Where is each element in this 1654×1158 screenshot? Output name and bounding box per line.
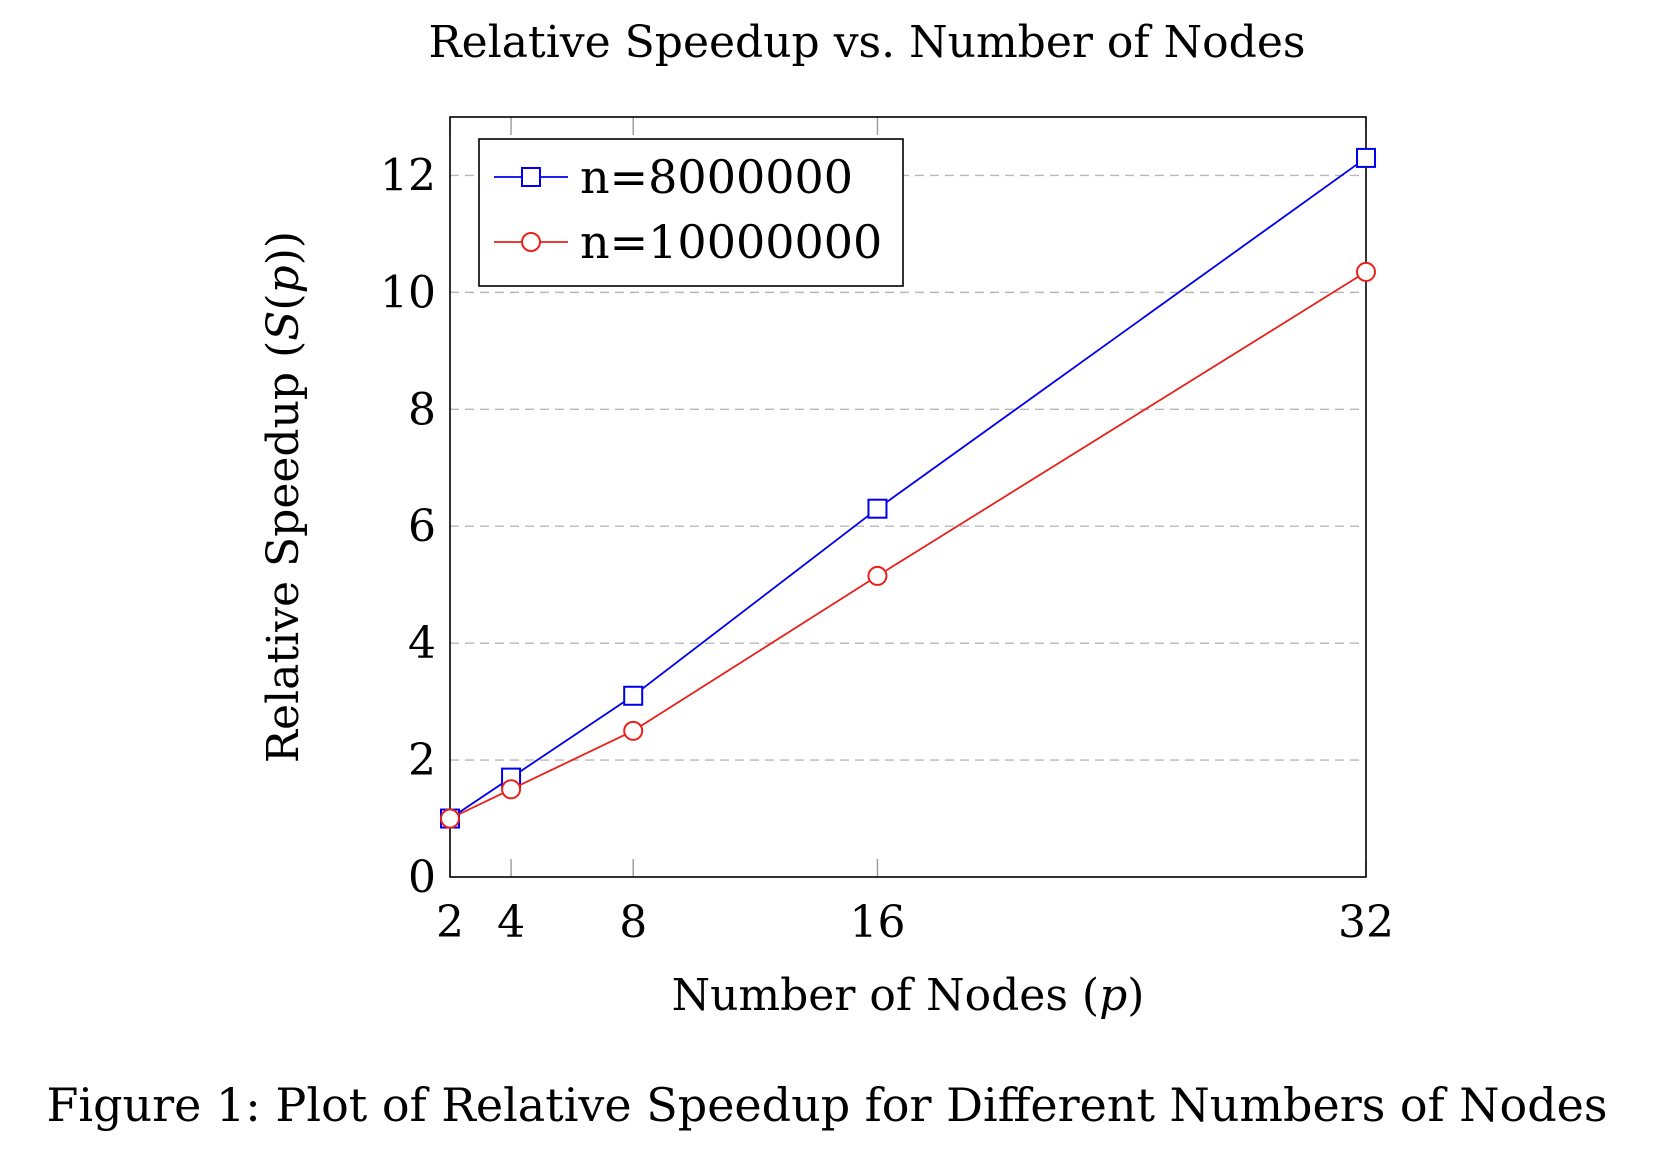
- y-axis-label: Relative Speedup (S(p)): [258, 231, 309, 763]
- legend-entry-1-marker: [521, 167, 541, 187]
- x-tick-label-32: 32: [1338, 897, 1394, 948]
- x-axis-label-variable: p: [1099, 970, 1127, 1021]
- legend-entry-2-marker: [521, 232, 541, 252]
- x-axis-label: Number of Nodes (p): [672, 970, 1145, 1021]
- x-tick-label-8: 8: [619, 897, 647, 948]
- plot-area-frame: [449, 116, 1367, 878]
- series-1-point-8: [623, 685, 644, 706]
- series-2-point-2: [440, 808, 460, 829]
- chart-title: Relative Speedup vs. Number of Nodes: [429, 17, 1306, 68]
- legend-entries: n=8000000 n=10000000: [494, 150, 882, 269]
- y-axis-label-open: (: [258, 293, 309, 310]
- y-tick-label-0: 0: [408, 852, 436, 903]
- figure-caption: Figure 1: Plot of Relative Speedup for D…: [46, 1078, 1608, 1132]
- x-tick-label-2: 2: [436, 897, 464, 948]
- x-tick-label-16: 16: [849, 897, 905, 948]
- legend-entry-1-label: n=8000000: [580, 150, 853, 204]
- series-2-point-4: [501, 779, 522, 800]
- y-tick-label-10: 10: [380, 267, 436, 318]
- legend-box: [478, 138, 904, 287]
- x-axis-label-text: Number of Nodes (: [672, 970, 1099, 1021]
- series-2-point-32: [1356, 261, 1376, 282]
- y-tick-label-2: 2: [408, 735, 436, 786]
- y-axis-label-variable: p: [258, 265, 309, 293]
- legend: n=8000000 n=10000000: [478, 138, 904, 287]
- x-tick-label-4: 4: [497, 897, 525, 948]
- y-tick-label-8: 8: [408, 384, 436, 435]
- y-tick-label-4: 4: [408, 618, 436, 669]
- legend-entry-1: n=8000000: [494, 150, 853, 204]
- series-1-point-32: [1356, 147, 1376, 168]
- series-2-point-8: [623, 720, 644, 741]
- series-layer: [440, 147, 1376, 829]
- y-tick-label-6: 6: [408, 501, 436, 552]
- series-2-point-16: [867, 565, 888, 586]
- y-tick-labels: 0 2 4 6 8 10 12: [380, 150, 436, 903]
- y-axis-label-close: )): [258, 231, 309, 265]
- legend-entry-2-label: n=10000000: [580, 215, 882, 269]
- x-axis-label-close: ): [1127, 970, 1144, 1021]
- series-1-point-16: [867, 498, 888, 519]
- series-2: [440, 261, 1376, 829]
- series-2-line: [449, 271, 1367, 820]
- y-axis-label-function: S: [258, 311, 309, 341]
- legend-entry-2: n=10000000: [494, 215, 882, 269]
- y-axis-label-text: Relative Speedup (: [258, 341, 309, 763]
- y-tick-label-12: 12: [380, 150, 436, 201]
- x-tick-labels: 2 4 8 16 32: [436, 897, 1394, 948]
- relative-speedup-chart: Relative Speedup vs. Number of Nodes 024…: [258, 17, 1394, 1021]
